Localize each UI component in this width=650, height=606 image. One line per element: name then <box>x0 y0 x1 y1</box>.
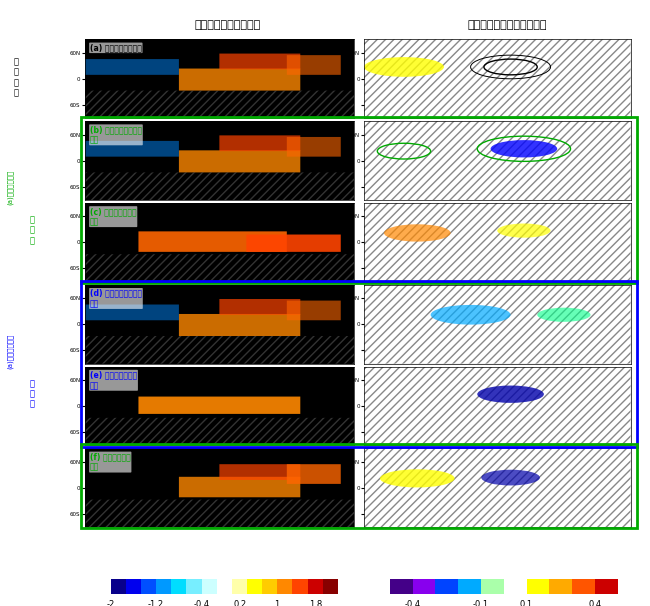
Text: (a) すべての偏差あり: (a) すべての偏差あり <box>90 43 142 52</box>
Text: (c) 熱帯太平洋のみ
なし: (c) 熱帯太平洋のみ なし <box>90 207 136 227</box>
FancyBboxPatch shape <box>179 314 300 336</box>
FancyBboxPatch shape <box>138 231 287 252</box>
Text: -0.4: -0.4 <box>405 600 421 606</box>
FancyBboxPatch shape <box>179 477 300 498</box>
Text: (e) 熱帯太平洋のみ
あり: (e) 熱帯太平洋のみ あり <box>90 371 137 390</box>
Text: -2: -2 <box>107 600 114 606</box>
Ellipse shape <box>430 305 511 325</box>
FancyBboxPatch shape <box>287 55 341 75</box>
Text: (b) 亜熱帯太平洋のみ
なし: (b) 亜熱帯太平洋のみ なし <box>90 125 142 145</box>
Text: 大
影
響: 大 影 響 <box>30 379 35 409</box>
FancyBboxPatch shape <box>219 135 300 151</box>
Ellipse shape <box>364 57 444 77</box>
FancyBboxPatch shape <box>219 53 300 69</box>
Ellipse shape <box>481 470 540 485</box>
FancyBboxPatch shape <box>179 68 300 90</box>
FancyBboxPatch shape <box>287 464 341 484</box>
FancyBboxPatch shape <box>84 59 179 75</box>
FancyBboxPatch shape <box>287 301 341 320</box>
FancyBboxPatch shape <box>84 141 179 157</box>
FancyBboxPatch shape <box>364 39 630 118</box>
Text: -0.4: -0.4 <box>194 600 209 606</box>
FancyBboxPatch shape <box>219 299 300 315</box>
Ellipse shape <box>384 224 450 242</box>
FancyBboxPatch shape <box>364 448 630 527</box>
FancyBboxPatch shape <box>219 464 300 480</box>
Ellipse shape <box>380 469 454 487</box>
Ellipse shape <box>537 308 590 322</box>
FancyBboxPatch shape <box>364 285 630 364</box>
Text: -0.1: -0.1 <box>473 600 489 606</box>
FancyBboxPatch shape <box>138 396 300 414</box>
Text: (d) 亜熱帯太平洋のみ
あり: (d) 亜熱帯太平洋のみ あり <box>90 289 142 308</box>
FancyBboxPatch shape <box>364 203 630 282</box>
FancyBboxPatch shape <box>246 235 341 252</box>
Text: 現
象
実
験: 現 象 実 験 <box>14 57 19 98</box>
Text: 1: 1 <box>274 600 280 606</box>
Text: 0.4: 0.4 <box>588 600 601 606</box>
FancyBboxPatch shape <box>179 150 300 173</box>
Ellipse shape <box>477 385 544 403</box>
Ellipse shape <box>491 140 557 158</box>
Ellipse shape <box>497 224 551 238</box>
Text: 0.1: 0.1 <box>520 600 533 606</box>
Text: 熱帯低気圧存在日数の偏差: 熱帯低気圧存在日数の偏差 <box>467 20 547 30</box>
Text: -1.2: -1.2 <box>148 600 164 606</box>
Text: (a)と差が大きい: (a)と差が大きい <box>6 170 13 205</box>
FancyBboxPatch shape <box>287 137 341 157</box>
Text: (a)と差が小さい: (a)と差が小さい <box>6 334 13 369</box>
FancyBboxPatch shape <box>364 367 630 445</box>
FancyBboxPatch shape <box>84 304 179 320</box>
Text: 1.8: 1.8 <box>309 600 322 606</box>
Text: 大
影
響: 大 影 響 <box>30 215 35 245</box>
Text: 与えた海面水温の偏差: 与えた海面水温の偏差 <box>194 20 261 30</box>
FancyBboxPatch shape <box>364 121 630 200</box>
Text: (f) 北大西洋のみ
なし: (f) 北大西洋のみ なし <box>90 452 131 472</box>
Text: 0.2: 0.2 <box>233 600 247 606</box>
